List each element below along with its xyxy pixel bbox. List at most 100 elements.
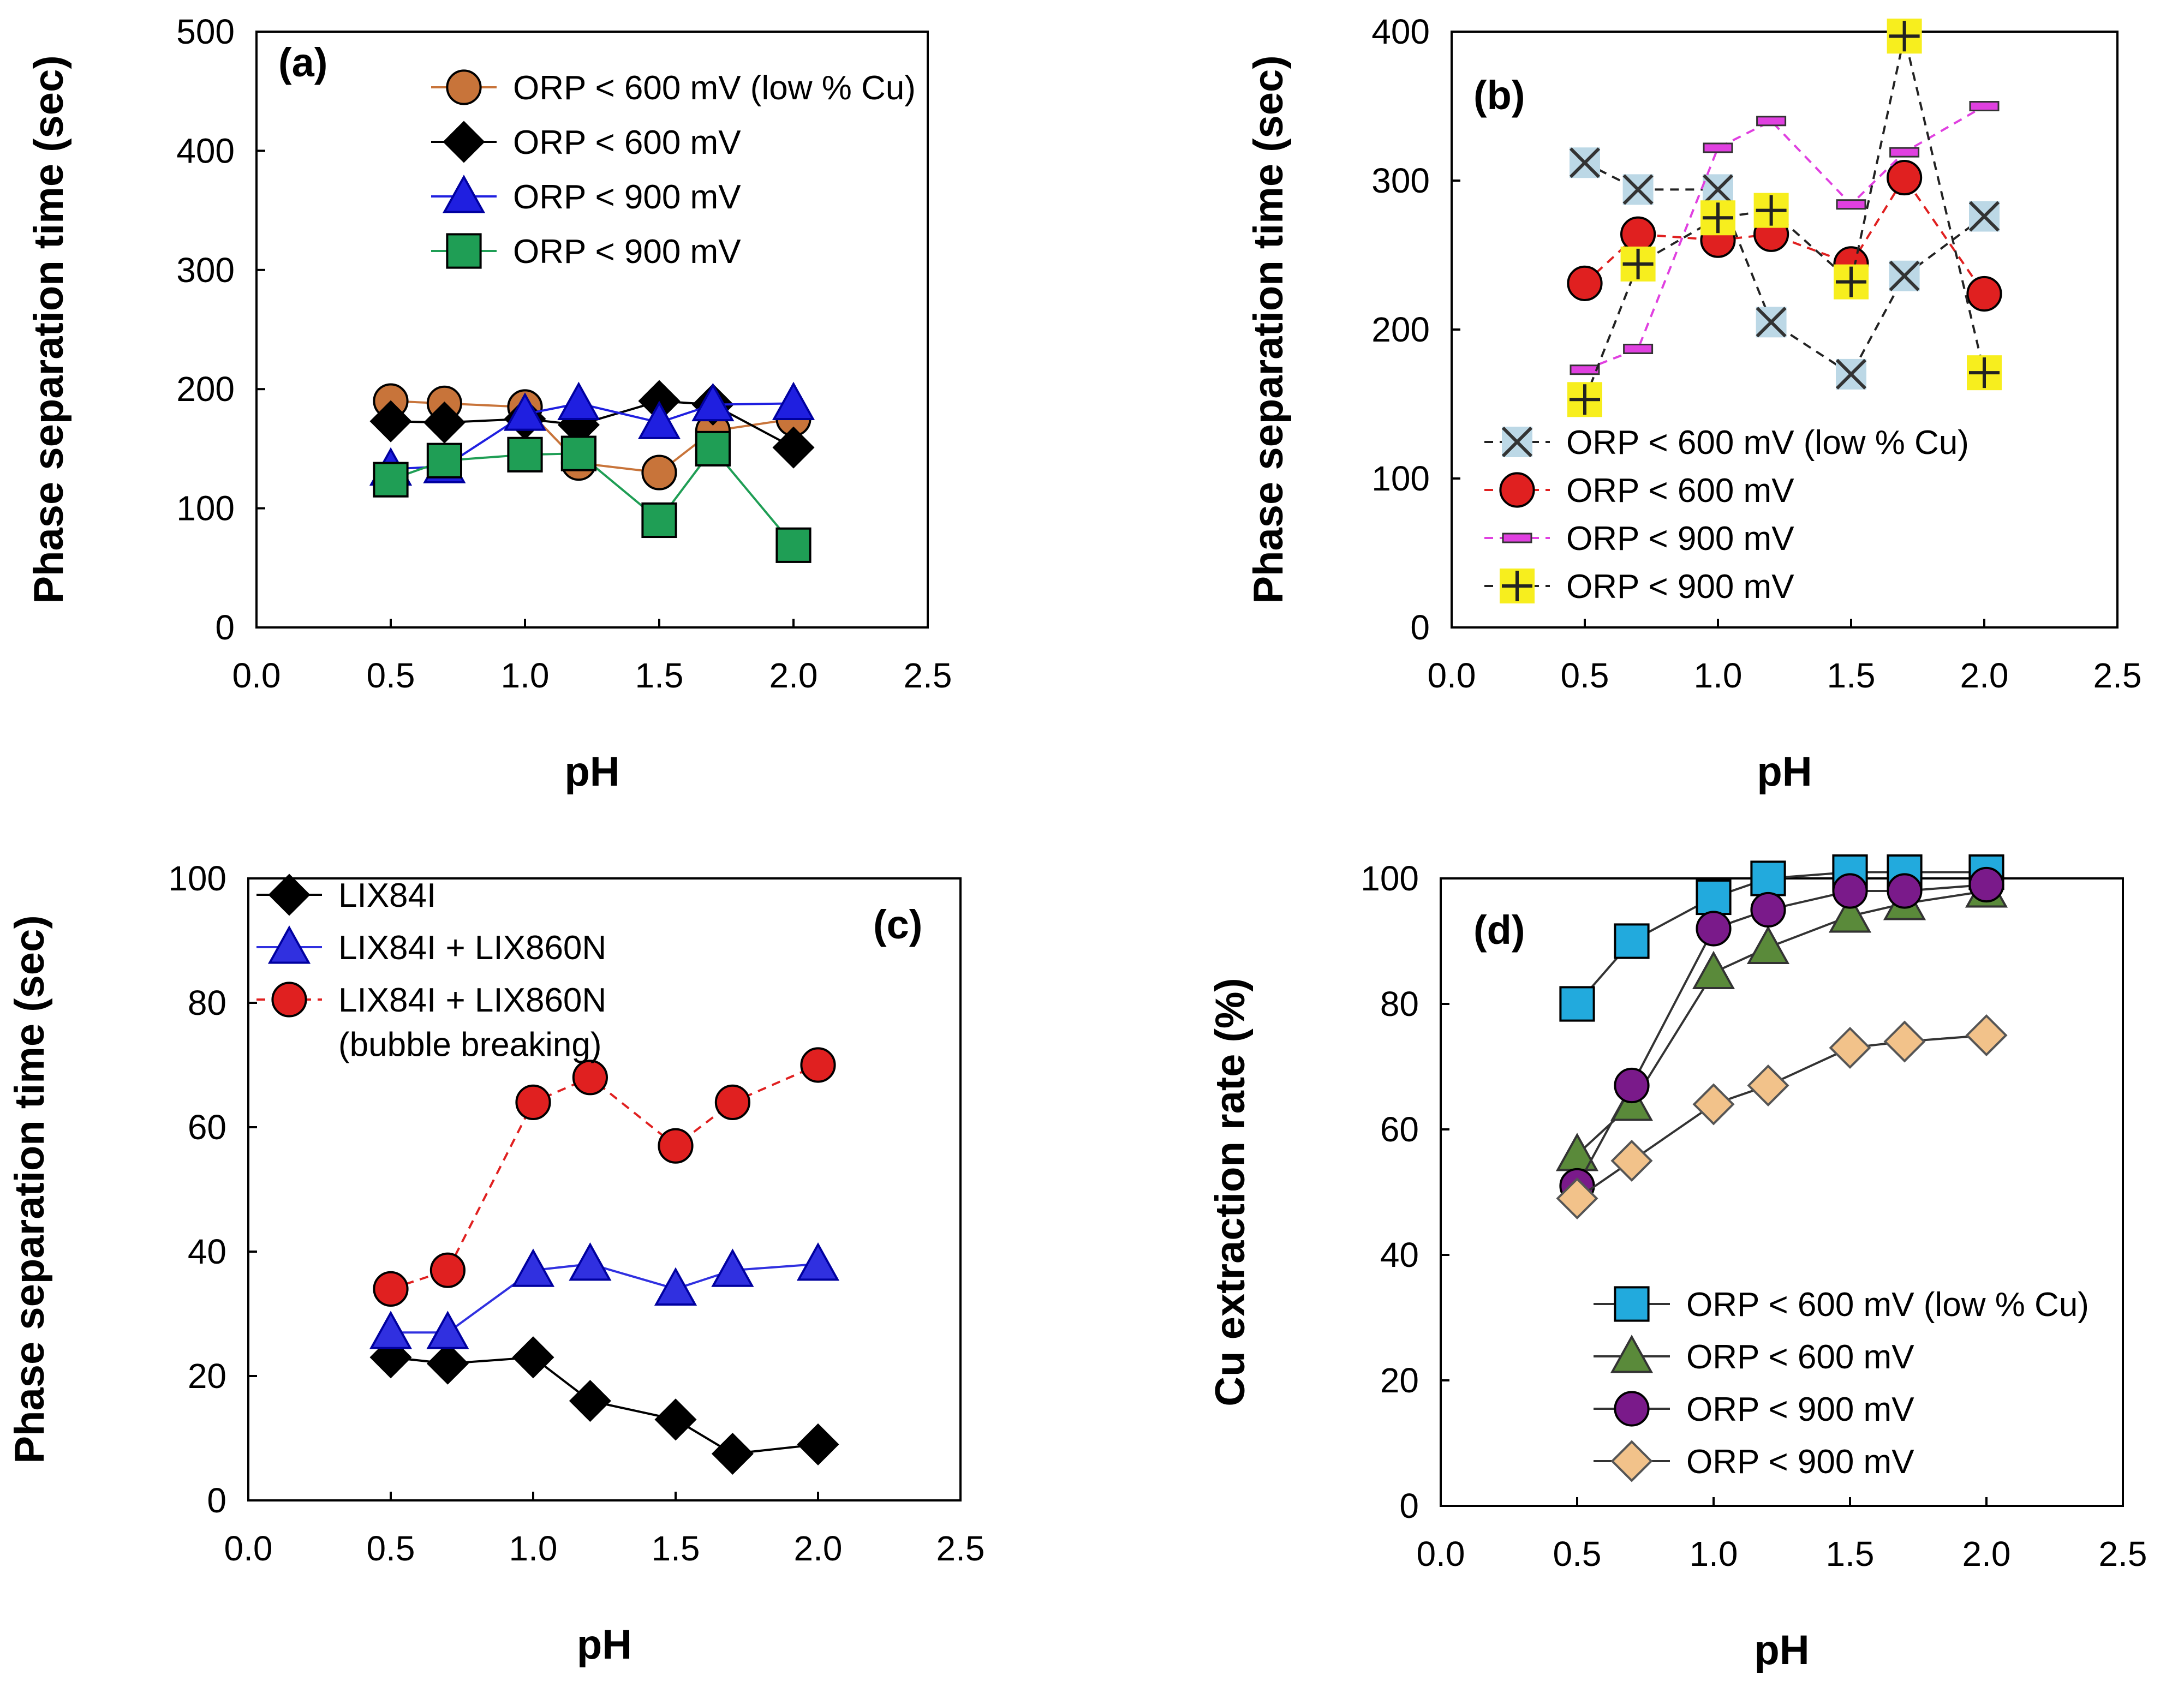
- data-point: [1556, 1177, 1598, 1220]
- data-point: [691, 382, 735, 422]
- x-tick-label: 1.5: [635, 656, 684, 695]
- data-point: [1968, 201, 2000, 232]
- data-point: [511, 1248, 555, 1287]
- legend-label: ORP < 900 mV: [513, 233, 741, 271]
- data-point: [1883, 1020, 1926, 1063]
- legend-marker: [1614, 1286, 1650, 1322]
- x-tick-label: 1.0: [1690, 1534, 1738, 1574]
- data-point: [775, 527, 811, 563]
- y-tick-label: 100: [168, 859, 226, 898]
- legend-label: ORP < 600 mV (low % Cu): [1566, 424, 1969, 462]
- x-tick-label: 0.0: [224, 1529, 273, 1568]
- data-point: [1887, 873, 1923, 909]
- legend-marker: [446, 69, 482, 105]
- data-point: [426, 1342, 469, 1385]
- legend-marker: [442, 175, 486, 213]
- legend: ORP < 600 mV (low % Cu) ORP < 600 mV ORP <…: [1484, 424, 1969, 606]
- legend-label: LIX84I + LIX860N: [338, 929, 606, 967]
- panel-label: (a): [278, 40, 327, 85]
- x-tick-label: 0.5: [1553, 1534, 1602, 1574]
- legend: LIX84I LIX84I + LIX860N LIX84I + LIX860N (b…: [256, 874, 606, 1064]
- y-tick-label: 80: [188, 983, 226, 1022]
- data-point: [641, 502, 677, 539]
- data-point: [714, 1084, 751, 1121]
- data-point: [1835, 358, 1867, 390]
- x-tick-label: 0.0: [1417, 1534, 1465, 1574]
- panel-a-chart: 0.0 0.5 1.0 1.5 2.0 2.5 0 100 200 300 400 500 pH Phas…: [26, 12, 952, 795]
- y-tick-label: 40: [188, 1232, 226, 1271]
- data-point: [369, 400, 412, 442]
- y-tick-label: 0: [215, 608, 235, 647]
- x-tick-label: 1.0: [509, 1529, 558, 1568]
- y-tick-label: 40: [1380, 1235, 1419, 1275]
- data-point: [1969, 101, 2000, 111]
- data-point: [1832, 873, 1868, 909]
- x-tick-label: 1.0: [501, 656, 550, 695]
- legend-label: ORP < 900 mV: [1566, 568, 1794, 606]
- data-point: [426, 1311, 469, 1349]
- data-point: [1756, 307, 1787, 338]
- x-tick-label: 1.5: [652, 1529, 700, 1568]
- x-tick-label: 2.0: [1962, 1534, 2011, 1574]
- x-tick-label: 2.0: [1960, 656, 2009, 695]
- data-point: [1614, 1067, 1650, 1104]
- legend-marker: [1610, 1440, 1653, 1482]
- data-point: [1696, 911, 1732, 947]
- data-point: [1889, 147, 1920, 158]
- legend-label: ORP < 600 mV: [1566, 472, 1794, 510]
- legend-marker: [1500, 569, 1535, 603]
- legend-marker: [443, 121, 485, 163]
- data-point: [429, 1252, 466, 1288]
- y-tick-label: 500: [176, 12, 235, 51]
- data-point: [1622, 174, 1654, 205]
- x-tick-label: 2.5: [936, 1529, 985, 1568]
- data-point: [512, 1336, 554, 1379]
- data-point: [503, 392, 547, 431]
- data-point: [373, 1271, 409, 1307]
- x-tick-label: 1.5: [1827, 656, 1876, 695]
- panel-label: (b): [1473, 73, 1525, 118]
- y-tick-label: 100: [1360, 859, 1419, 898]
- legend-marker: [267, 925, 311, 964]
- data-point: [1559, 986, 1595, 1022]
- data-point: [572, 1060, 608, 1096]
- data-point: [1753, 193, 1789, 228]
- data-point: [711, 1432, 754, 1475]
- x-tick-label: 2.0: [794, 1529, 843, 1568]
- data-point: [1623, 343, 1654, 354]
- legend-marker: [1502, 533, 1532, 543]
- series-orp-600-mv-low-cu-0: [1569, 147, 2000, 390]
- y-tick-label: 0: [1399, 1486, 1419, 1526]
- panel-label: (d): [1473, 907, 1525, 953]
- x-tick-label: 1.5: [1826, 1534, 1875, 1574]
- x-tick-label: 0.0: [1428, 656, 1476, 695]
- data-point: [569, 1380, 611, 1422]
- y-axis-title: Phase separation time (sec): [1245, 55, 1292, 603]
- data-point: [1567, 265, 1603, 301]
- legend-label: LIX84I: [338, 877, 436, 914]
- data-point: [1569, 147, 1601, 178]
- data-point: [1570, 364, 1600, 375]
- data-point: [654, 1398, 697, 1441]
- series-orp-900-mv-3: [373, 430, 811, 563]
- y-axis-title: Phase separation time (sec): [7, 915, 53, 1463]
- data-point: [711, 1248, 754, 1287]
- data-point: [1696, 879, 1732, 916]
- panel-d-chart: 0.0 0.5 1.0 1.5 2.0 2.5 0 20 40 60 80 100 pH Cu extra…: [1207, 854, 2147, 1673]
- y-tick-label: 20: [1380, 1361, 1419, 1400]
- data-point: [1966, 276, 2002, 312]
- data-point: [1747, 1064, 1789, 1107]
- data-point: [1702, 174, 1734, 205]
- data-point: [796, 1242, 840, 1281]
- data-point: [1836, 199, 1866, 210]
- data-point: [637, 400, 681, 439]
- data-point: [1889, 260, 1920, 291]
- legend-label: LIX84I + LIX860N: [338, 982, 606, 1019]
- legend-marker: [1501, 426, 1533, 458]
- data-point: [560, 435, 597, 471]
- y-tick-label: 200: [176, 369, 235, 409]
- plot-frame: [255, 31, 929, 629]
- data-point: [658, 1128, 694, 1164]
- x-tick-label: 2.5: [2099, 1534, 2147, 1574]
- data-point: [1750, 860, 1786, 896]
